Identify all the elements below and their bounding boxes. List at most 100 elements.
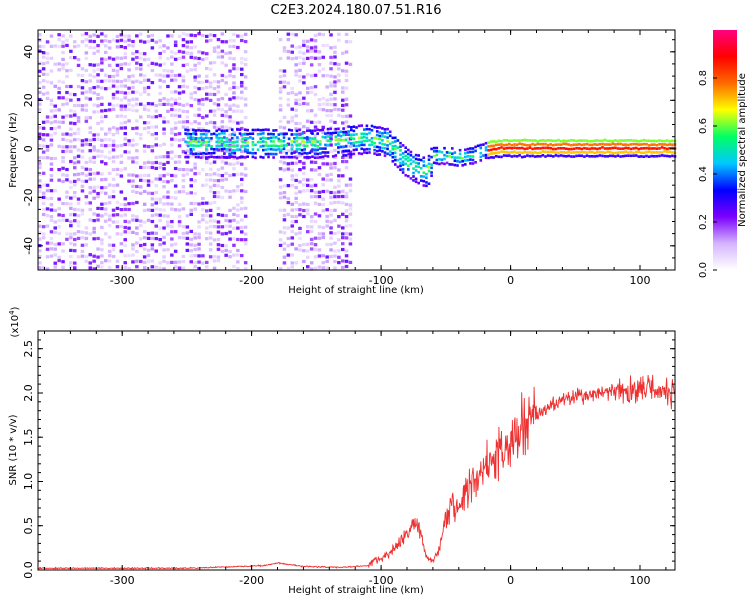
spectrogram-cell [302,125,306,129]
spectrogram-cell [295,147,299,151]
colorbar-tick-label: 0.8 [698,70,709,86]
spectrogram-cell [65,202,69,206]
spectrogram-cell [100,127,104,131]
spectrogram-cell [135,161,139,165]
spectrogram-cell [166,190,170,194]
spectrogram-cell [162,214,166,218]
spectrogram-cell [325,109,329,113]
spectrogram-cell [484,141,488,145]
spectrogram-cell [350,133,353,137]
spectrogram-cell [290,57,294,61]
spectrogram-cell [197,232,201,236]
spectrogram-cell [197,50,201,54]
spectrogram-cell [309,86,314,90]
spectrogram-cell [487,156,490,160]
spectrogram-cell [142,86,147,90]
spectrogram-cell [41,236,46,240]
spectrogram-cell [80,104,85,108]
spectrogram-cell [154,224,158,228]
spectrogram-cell [38,231,42,235]
spectrogram-cell [306,126,310,131]
spectrogram-cell [185,45,190,49]
spectrogram-cell [251,137,255,140]
spectrogram-cell [386,152,389,156]
spectrogram-cell [445,154,449,158]
spectrogram-cell [341,201,345,205]
spectrogram-cell [233,133,237,137]
spectrogram-cell [363,139,366,143]
spectrogram-cell [228,148,232,152]
spectrogram-cell [500,143,503,146]
spectrogram-cell [107,171,112,175]
spectrogram-cell [302,214,306,219]
spectrogram-cell [329,92,333,96]
spectrogram-cell [316,148,319,152]
spectrogram-cell [632,147,635,150]
spectrogram-cell [228,115,232,119]
spectrogram-cell [220,243,225,248]
spectrogram-cell [368,139,371,142]
spectrogram-cell [49,115,54,119]
spectrogram-cell [228,119,232,123]
spectrogram-cell [119,143,124,148]
spectrogram-cell [269,147,273,151]
spectrogram-cell [92,196,96,200]
spectrogram-cell [294,214,298,219]
spectrogram-cell [391,155,395,159]
spectrogram-cell [41,133,46,137]
spectrogram-cell [427,162,431,166]
spectrogram-cell [300,148,304,152]
spectrogram-cell [189,184,193,188]
spectrogram-cell [96,154,100,158]
spectrogram-cell [100,79,104,83]
spectrogram-cell [557,154,560,158]
spectrogram-cell [294,173,298,177]
spectrogram-cell [313,140,317,143]
spectrogram-cell [208,208,213,212]
spectrogram-cell [350,153,353,156]
spectrogram-cell [290,147,294,151]
spectrogram-cell [170,113,174,117]
spectrogram-cell [232,212,236,217]
spectrogram-cell [127,91,131,95]
spectrogram-cell [115,114,120,118]
spectrogram-cell [381,132,384,135]
spectrogram-cell [173,208,178,212]
spectrogram-cell [495,140,498,143]
spectrogram-cell [119,67,124,71]
spectrogram-cell [65,132,69,136]
spectrogram-cell [146,114,151,118]
spectrogram-cell [290,148,294,152]
spectrogram-cell [329,172,333,176]
spectrogram-cell [378,146,382,149]
spectrogram-cell [104,219,108,223]
spectrogram-cell [290,119,294,123]
spectrogram-cell [181,63,186,67]
spectrogram-cell [326,143,330,147]
spectrogram-cell [104,185,108,190]
spectrogram-cell [333,218,337,222]
figure-title: C2E3.2024.180.07.51.R16 [270,3,441,18]
spectrogram-cell [224,75,228,79]
spectrogram-cell [150,191,155,195]
spectrogram-cell [325,242,329,247]
spectrogram-cell [135,218,139,222]
spectrogram-cell [92,219,96,223]
spectrogram-cell [45,72,50,76]
spectrogram-cell [256,140,260,144]
spectrogram-cell [184,140,187,144]
spectrogram-cell [139,32,143,36]
spectrogram-cell [53,189,57,193]
snr-frame [37,330,676,571]
spectrogram-cell [344,120,349,124]
spectrogram-cell [251,148,255,151]
spectrogram-cell [321,209,325,213]
spectrogram-cell [201,57,205,62]
spectrogram-cell [342,138,345,142]
spectrogram-cell [598,150,602,154]
spectrogram-cell [123,261,127,265]
spectrogram-cell [57,207,61,211]
spectrogram-cell [181,125,186,129]
spectrogram-cell [321,55,325,59]
spectrogram-cell [360,136,363,139]
